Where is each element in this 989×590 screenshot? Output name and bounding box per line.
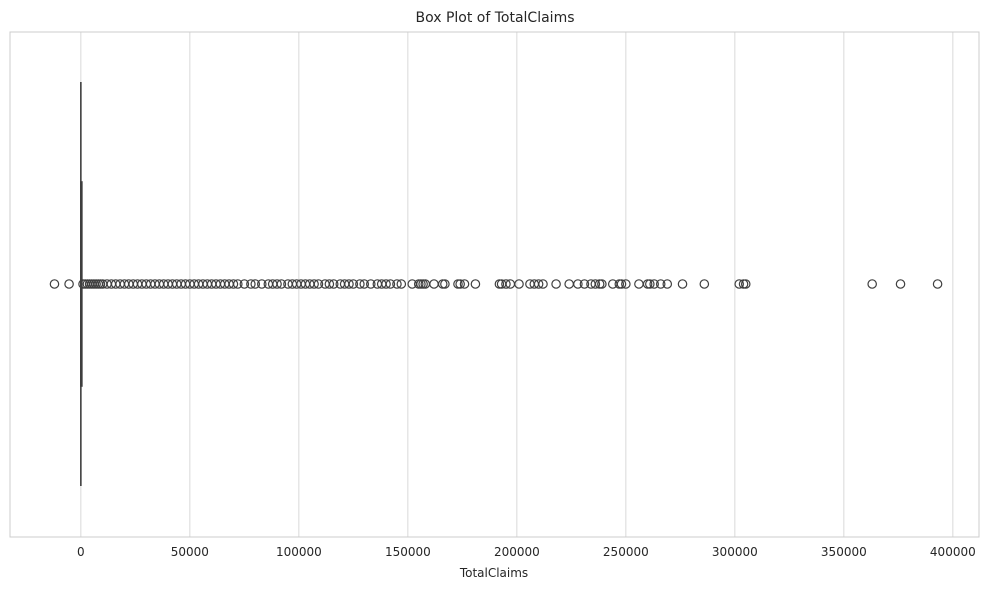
- outlier-point: [365, 279, 376, 289]
- outlier-point: [734, 279, 745, 289]
- x-tick-label: 300000: [712, 545, 758, 559]
- outlier-point: [590, 279, 601, 289]
- outlier-point: [621, 279, 631, 289]
- outlier-point: [579, 279, 590, 289]
- outlier-point: [501, 279, 511, 289]
- outlier-point: [564, 279, 574, 289]
- outlier-point: [459, 279, 470, 289]
- outlier-point: [645, 279, 655, 289]
- plot-frame: [9, 31, 980, 538]
- outlier-point: [616, 279, 627, 289]
- outlier-point: [246, 279, 256, 289]
- outlier-point: [392, 279, 402, 289]
- outlier-point: [359, 279, 370, 289]
- outlier-point: [677, 279, 688, 289]
- x-tick-label: 200000: [494, 545, 540, 559]
- outlier-point: [573, 279, 583, 289]
- outlier-point: [597, 279, 607, 289]
- outlier-point: [328, 279, 339, 289]
- outlier-point: [348, 279, 359, 289]
- x-axis-label: TotalClaims: [459, 566, 528, 580]
- outlier-point: [324, 279, 335, 289]
- outlier-point: [385, 279, 396, 289]
- outlier-point: [662, 279, 673, 289]
- x-tick-label: 0: [77, 545, 85, 559]
- outlier-point: [64, 279, 74, 289]
- outlier-point: [355, 279, 365, 289]
- outlier-point: [49, 279, 60, 289]
- outlier-point: [309, 279, 319, 289]
- outlier-point: [313, 279, 324, 289]
- outlier-points: [49, 279, 943, 289]
- outlier-point: [256, 279, 267, 289]
- x-tick-label: 400000: [930, 545, 976, 559]
- outlier-point: [655, 279, 666, 289]
- x-tick-labels: 0 50000 100000 150000 200000 250000 300000 3500…: [77, 545, 976, 559]
- outlier-point: [455, 279, 465, 289]
- x-tick-label: 350000: [821, 545, 867, 559]
- x-tick-label: 50000: [171, 545, 209, 559]
- outlier-point: [396, 279, 407, 289]
- outlier-point: [867, 279, 877, 289]
- outlier-point: [895, 279, 906, 289]
- outlier-point: [649, 279, 659, 289]
- outlier-point: [344, 279, 354, 289]
- x-tick-label: 100000: [276, 545, 322, 559]
- outlier-point: [699, 279, 710, 289]
- x-tick-label: 150000: [385, 545, 431, 559]
- outlier-point: [551, 279, 561, 289]
- outlier-point: [932, 279, 943, 289]
- outlier-point: [239, 279, 250, 289]
- outlier-point: [228, 279, 239, 289]
- chart-title: Box Plot of TotalClaims: [415, 10, 574, 26]
- outlier-point: [381, 279, 391, 289]
- outlier-point: [272, 279, 282, 289]
- outlier-point: [276, 279, 287, 289]
- outlier-point: [538, 279, 548, 289]
- outlier-point: [514, 279, 524, 289]
- outlier-point: [440, 279, 450, 289]
- outlier-point: [533, 279, 544, 289]
- outlier-point: [470, 279, 481, 289]
- x-tick-label: 250000: [603, 545, 649, 559]
- outlier-point: [233, 279, 243, 289]
- outlier-point: [740, 279, 751, 289]
- outlier-point: [634, 279, 644, 289]
- outlier-point: [250, 279, 261, 289]
- outlier-point: [429, 279, 439, 289]
